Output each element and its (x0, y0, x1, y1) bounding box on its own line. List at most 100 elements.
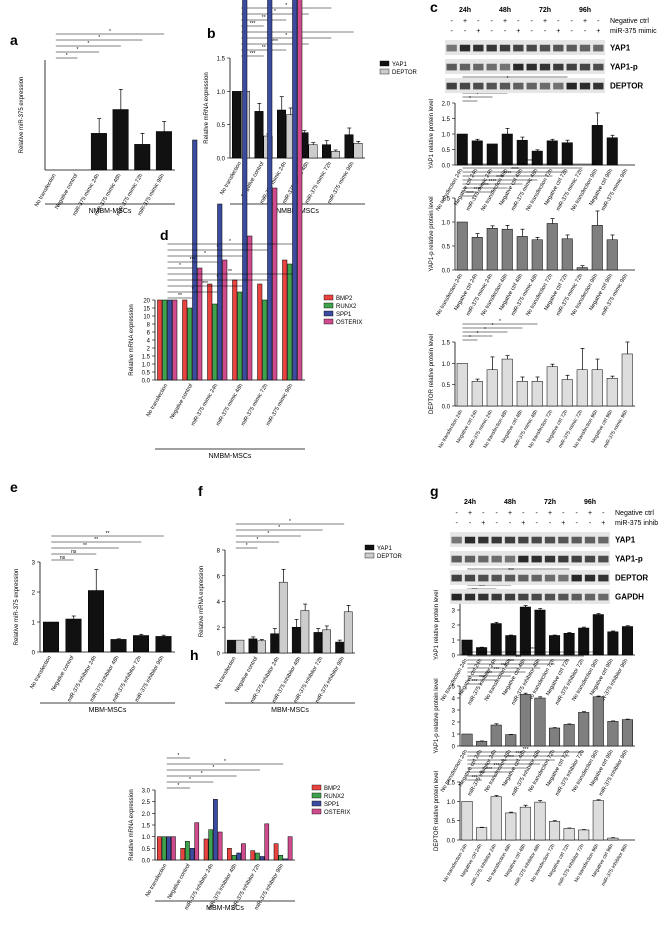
significance-label: *** (508, 755, 514, 761)
significance-label: * (192, 287, 194, 293)
x-tick-label: Negative control (50, 655, 75, 692)
protein-label: YAP1-p (610, 62, 638, 71)
bar (283, 858, 288, 861)
y-tick-label: 0.5 (442, 148, 451, 154)
sign: - (549, 520, 552, 527)
legend-label: SPP1 (336, 312, 352, 318)
y-tick-label: 6 (147, 331, 151, 337)
bar (456, 363, 468, 407)
significance-label: *** (486, 671, 492, 677)
significance-label: *** (479, 675, 485, 681)
significance-label: * (217, 245, 219, 251)
legend-swatch (323, 294, 334, 301)
significance-label: * (66, 53, 68, 59)
y-tick-label: 1.5 (442, 197, 451, 203)
y-tick-label: 1.5 (442, 117, 451, 123)
protein-label: YAP1 (615, 535, 636, 544)
y-tick-label: 1.5 (447, 781, 456, 787)
y-tick-label: 0.0 (442, 405, 451, 411)
y-axis-label: YAP1-p relative protein level (429, 196, 435, 271)
bar (161, 836, 167, 861)
panel-label-e: e (10, 479, 18, 495)
bar (255, 852, 260, 861)
protein-label: YAP1 (610, 43, 631, 52)
bar (264, 823, 270, 861)
blot-band (486, 82, 497, 90)
y-tick-label: 6 (217, 574, 221, 580)
significance-label: *** (272, 39, 278, 45)
bar (501, 133, 513, 166)
y-tick-label: 10 (143, 315, 150, 321)
significance-label: *** (190, 257, 196, 263)
protein-label: YAP1-p (615, 554, 643, 563)
legend-swatch (379, 60, 390, 67)
bar (189, 848, 195, 861)
bar (476, 827, 488, 841)
sign: + (543, 18, 547, 25)
blot-band (513, 82, 524, 90)
y-axis-label: YAP1-p relative protein level (434, 678, 440, 753)
significance-label: * (204, 251, 206, 257)
blot-band (584, 574, 596, 582)
bar (606, 378, 618, 407)
significance-label: * (224, 759, 226, 765)
bar (203, 838, 209, 861)
x-tick-label: miR-375 mimic 96h (327, 161, 356, 205)
timepoint-label: 24h (464, 499, 476, 506)
sign: + (601, 520, 605, 527)
bar (607, 631, 619, 656)
x-tick-label: No transfection (145, 863, 169, 898)
x-tick-label: No transfection 24h (435, 168, 464, 212)
y-tick-label: 2 (452, 721, 456, 727)
y-tick-label: 2.5 (142, 800, 151, 806)
significance-label: ** (228, 269, 232, 275)
bar (262, 299, 268, 381)
sign: - (522, 510, 525, 517)
significance-label: *** (501, 663, 507, 669)
bar (561, 379, 573, 407)
significance-label: * (177, 783, 179, 789)
legend-label: DEPTOR (377, 554, 403, 560)
blot-band (531, 555, 542, 563)
x-tick-label: Negative control (167, 863, 192, 900)
legend-label: RUNX2 (336, 304, 357, 310)
sign: - (450, 18, 453, 25)
bar (277, 109, 286, 159)
sign: - (575, 520, 578, 527)
blot-band (598, 555, 609, 563)
blot-band (478, 574, 489, 582)
legend-swatch (311, 784, 322, 791)
sign: + (481, 520, 485, 527)
blot-strip (445, 59, 605, 74)
sign: + (583, 18, 587, 25)
sign: - (562, 510, 565, 517)
bar (65, 618, 82, 653)
y-tick-label: 0.5 (142, 847, 151, 853)
bar (257, 283, 263, 381)
bar (282, 259, 288, 381)
blot-band (598, 593, 609, 601)
significance-label: ns (60, 555, 66, 561)
bar (242, 0, 248, 381)
significance-label: ** (262, 45, 266, 51)
bar (563, 724, 575, 747)
sign: + (588, 510, 592, 517)
blot-band (504, 574, 516, 582)
significance-label: * (469, 96, 471, 102)
blot-band (539, 44, 551, 52)
y-tick-label: 2 (32, 591, 36, 597)
blot-band (531, 574, 542, 582)
significance-label: * (212, 765, 214, 771)
bar (490, 623, 502, 656)
panel-label-g: g (430, 483, 439, 499)
significance-label: *** (515, 564, 521, 570)
y-tick-label: 1 (452, 639, 456, 645)
y-tick-label: 20 (143, 299, 150, 305)
blot-band (544, 593, 556, 601)
bar (185, 841, 190, 861)
y-tick-label: 1.0 (142, 835, 151, 841)
bar (549, 727, 561, 747)
bar (486, 227, 498, 271)
significance-label: *** (530, 647, 536, 653)
bar (461, 801, 473, 841)
